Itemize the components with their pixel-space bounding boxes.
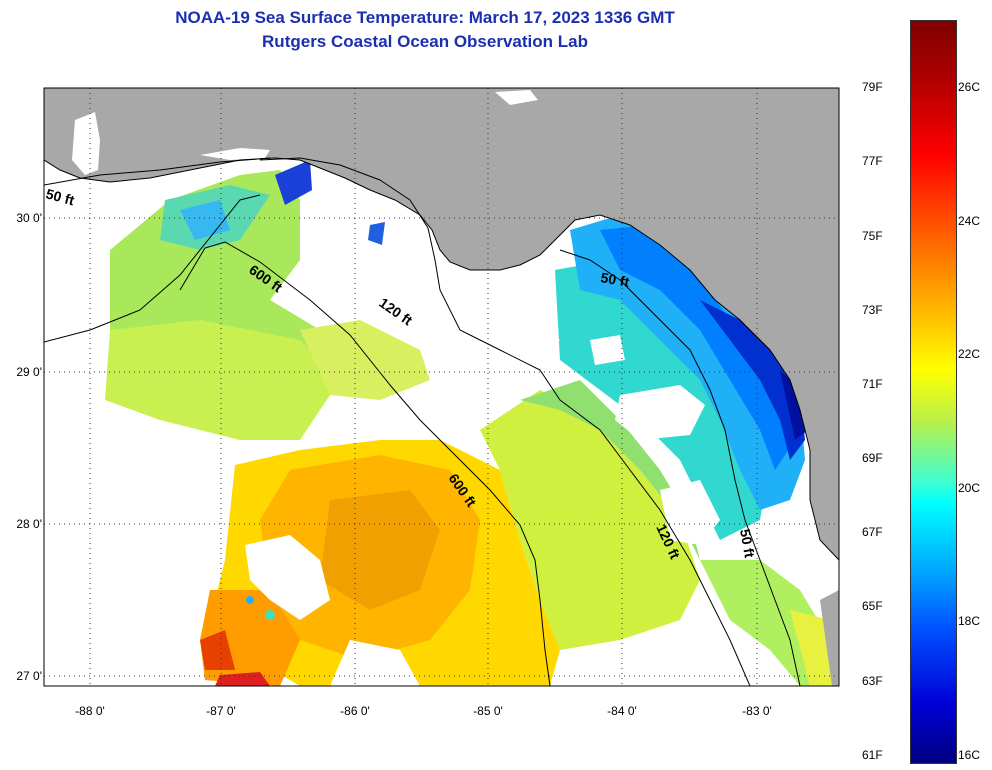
- latitude-label: 30 0': [16, 211, 42, 225]
- temperature-colorbar: [910, 20, 957, 764]
- depth-contours: [44, 157, 801, 686]
- colorbar-c-label: 26C: [958, 80, 981, 94]
- longitude-label: -83 0': [742, 704, 772, 718]
- colorbar-f-label: 71F: [862, 377, 883, 391]
- contour-label: 50 ft: [44, 185, 76, 208]
- colorbar-f-label: 75F: [862, 229, 883, 243]
- longitude-label: -88 0': [75, 704, 105, 718]
- longitude-label: -86 0': [340, 704, 370, 718]
- latitude-label: 28 0': [16, 517, 42, 531]
- colorbar-c-label: 22C: [958, 347, 981, 361]
- colorbar-f-label: 67F: [862, 525, 883, 539]
- longitude-label: -84 0': [607, 704, 637, 718]
- longitude-label: -85 0': [473, 704, 503, 718]
- contour-label: 50 ft: [599, 269, 630, 290]
- colorbar-f-label: 79F: [862, 80, 883, 94]
- land-mass: [44, 88, 839, 686]
- colorbar-c-label: 20C: [958, 481, 981, 495]
- colorbar-c-label: 16C: [958, 748, 981, 762]
- map-frame: [43, 87, 840, 687]
- colorbar-f-label: 63F: [862, 674, 883, 688]
- latitude-label: 29 0': [16, 365, 42, 379]
- colorbar-f-label: 77F: [862, 154, 883, 168]
- latitude-label: 27 0': [16, 669, 42, 683]
- longitude-label: -87 0': [206, 704, 236, 718]
- colorbar-c-label: 24C: [958, 214, 981, 228]
- colorbar-f-label: 69F: [862, 451, 883, 465]
- colorbar-f-label: 65F: [862, 599, 883, 613]
- contour-label: 50 ft: [737, 528, 758, 559]
- map-subtitle: Rutgers Coastal Ocean Observation Lab: [262, 32, 588, 51]
- colorbar-f-label: 61F: [862, 748, 883, 762]
- colorbar-c-label: 18C: [958, 614, 981, 628]
- colorbar-f-label: 73F: [862, 303, 883, 317]
- sst-field: [105, 160, 839, 686]
- map-title: NOAA-19 Sea Surface Temperature: March 1…: [175, 8, 675, 27]
